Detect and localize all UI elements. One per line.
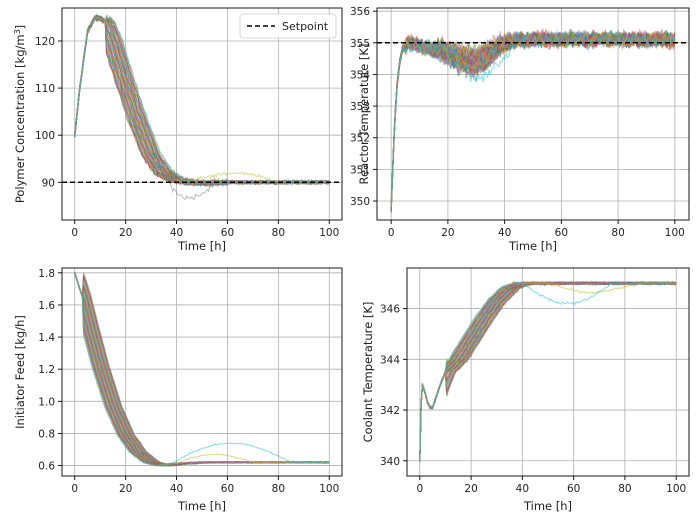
reactor-ticks: 0 20 40 60 80 100 350 351 352 353 354 355 356 xyxy=(350,6,685,239)
reactor-y-tick-label: 356 xyxy=(350,6,370,18)
polymer-x-axis-label: Time [h] xyxy=(177,239,226,253)
initiator-axes-frame xyxy=(61,267,343,477)
initiator-y-tick-label: 1.6 xyxy=(38,300,55,312)
reactor-axes-frame xyxy=(376,7,690,221)
coolant-traces xyxy=(419,280,677,463)
initiator-y-tick-label: 1.8 xyxy=(38,268,55,280)
coolant-temperature-panel: 0 20 40 60 80 100 340 342 344 346 Time [h] Coolan… xyxy=(361,267,690,513)
coolant-x-tick-label: 40 xyxy=(516,483,529,495)
coolant-x-tick-label: 20 xyxy=(464,483,477,495)
reactor-x-tick-label: 100 xyxy=(665,227,685,239)
polymer-x-tick-label: 100 xyxy=(319,227,339,239)
reactor-x-tick-label: 0 xyxy=(388,227,395,239)
polymer-axes-frame xyxy=(61,7,343,221)
polymer-legend: Setpoint xyxy=(239,13,337,39)
coolant-ticks: 0 20 40 60 80 100 340 342 344 346 xyxy=(380,304,686,495)
coolant-y-tick-label: 346 xyxy=(380,304,400,316)
reactor-x-axis-label: Time [h] xyxy=(508,239,557,253)
initiator-y-tick-label: 0.8 xyxy=(38,428,55,440)
coolant-x-tick-label: 60 xyxy=(567,483,580,495)
polymer-y-tick-label: 90 xyxy=(42,177,55,189)
coolant-axes-frame xyxy=(406,267,690,477)
reactor-y-tick-label: 353 xyxy=(350,101,370,113)
reactor-y-tick-label: 354 xyxy=(350,69,370,81)
coolant-y-tick-label: 344 xyxy=(380,354,400,366)
initiator-trajectory-line xyxy=(74,272,330,466)
coolant-x-tick-label: 80 xyxy=(618,483,631,495)
initiator-y-tick-label: 1.4 xyxy=(38,332,55,344)
reactor-x-tick-label: 40 xyxy=(498,227,511,239)
coolant-y-axis-label: Coolant Temperature [K] xyxy=(361,302,375,443)
polymer-ticks: 0 20 40 60 80 100 90 100 110 120 xyxy=(35,36,339,239)
legend-box xyxy=(239,13,337,39)
reactor-y-tick-label: 355 xyxy=(350,38,370,50)
initiator-x-tick-label: 100 xyxy=(319,483,339,495)
reactor-x-tick-label: 60 xyxy=(555,227,568,239)
polymer-y-axis-label: Polymer Concentration [kg/m3] xyxy=(13,25,28,203)
initiator-y-tick-label: 1.0 xyxy=(38,396,55,408)
polymer-y-tick-label: 120 xyxy=(35,36,55,48)
reactor-temperature-panel: 0 20 40 60 80 100 350 351 352 353 354 355 356 Time [… xyxy=(350,6,690,253)
polymer-x-tick-label: 60 xyxy=(221,227,234,239)
initiator-x-tick-label: 80 xyxy=(272,483,285,495)
polymer-x-tick-label: 40 xyxy=(170,227,183,239)
initiator-traces xyxy=(74,271,330,467)
polymer-concentration-panel: 0 20 40 60 80 100 90 100 110 120 Time [h] Polymer… xyxy=(13,7,343,253)
initiator-grid xyxy=(62,268,342,476)
initiator-x-tick-label: 40 xyxy=(170,483,183,495)
reactor-y-axis-label: Reactor Temperature [K] xyxy=(357,44,371,185)
polymer-x-tick-label: 0 xyxy=(71,227,78,239)
initiator-x-axis-label: Time [h] xyxy=(177,499,226,513)
initiator-feed-panel: 0 20 40 60 80 100 0.6 0.8 1.0 1.2 1.4 1.6 1.8 Time [… xyxy=(13,267,343,513)
coolant-x-tick-label: 0 xyxy=(416,483,423,495)
reactor-y-tick-label: 351 xyxy=(350,164,370,176)
reactor-y-tick-label: 352 xyxy=(350,133,370,145)
reactor-y-tick-label: 350 xyxy=(350,196,370,208)
initiator-y-axis-label: Initiator Feed [kg/h] xyxy=(13,315,27,429)
coolant-y-tick-label: 340 xyxy=(380,456,400,468)
coolant-trajectory-line xyxy=(419,281,677,462)
legend-setpoint-label: Setpoint xyxy=(282,20,329,33)
initiator-ticks: 0 20 40 60 80 100 0.6 0.8 1.0 1.2 1.4 1.6 1.8 xyxy=(38,268,339,495)
polymer-x-tick-label: 20 xyxy=(119,227,132,239)
initiator-x-tick-label: 20 xyxy=(119,483,132,495)
coolant-x-axis-label: Time [h] xyxy=(523,499,572,513)
initiator-y-tick-label: 1.2 xyxy=(38,364,55,376)
reactor-x-tick-label: 80 xyxy=(611,227,624,239)
coolant-x-tick-label: 100 xyxy=(666,483,686,495)
initiator-y-tick-label: 0.6 xyxy=(38,461,55,473)
polymer-y-tick-label: 110 xyxy=(35,83,55,95)
polymer-y-tick-label: 100 xyxy=(35,130,55,142)
coolant-y-tick-label: 342 xyxy=(380,405,400,417)
initiator-x-tick-label: 0 xyxy=(71,483,78,495)
polymer-x-tick-label: 80 xyxy=(272,227,285,239)
initiator-x-tick-label: 60 xyxy=(221,483,234,495)
reactor-x-tick-label: 20 xyxy=(441,227,454,239)
